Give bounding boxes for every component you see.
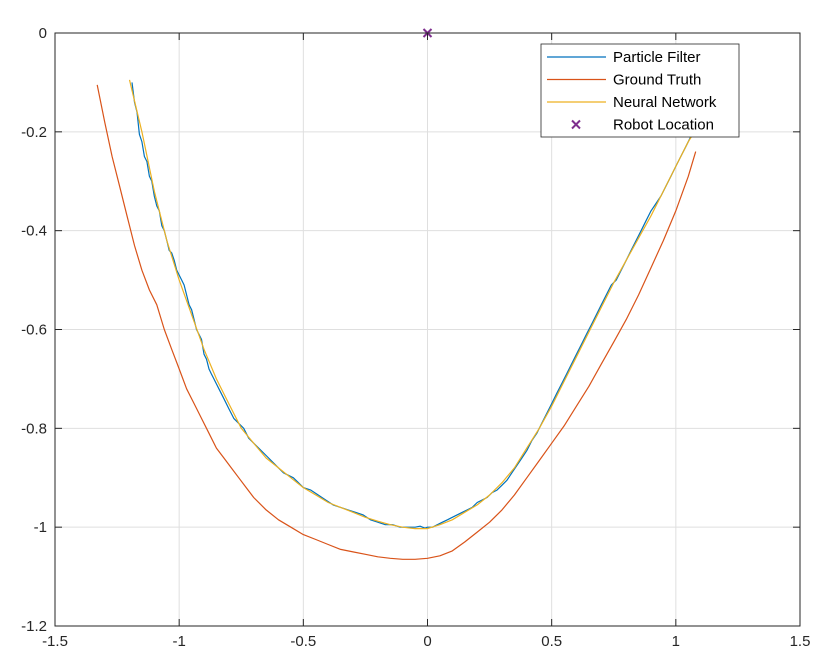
legend-item-ground-truth: Ground Truth bbox=[547, 72, 701, 89]
x-tick-label: 0.5 bbox=[541, 633, 562, 650]
x-tick-labels: -1.5 -1 -0.5 0 0.5 1 1.5 bbox=[42, 633, 810, 650]
plot-area bbox=[96, 28, 702, 560]
ground-truth-line bbox=[96, 84, 697, 560]
y-tick-label: -1 bbox=[34, 519, 47, 536]
x-tick-label: -0.5 bbox=[290, 633, 316, 650]
ticks bbox=[54, 32, 801, 627]
y-tick-label: -0.6 bbox=[21, 322, 47, 339]
legend-label: Ground Truth bbox=[613, 72, 701, 89]
y-tick-label: -0.8 bbox=[21, 420, 47, 437]
neural-network-line bbox=[128, 79, 702, 530]
legend-item-robot-location: Robot Location bbox=[571, 117, 714, 134]
y-tick-label: 0 bbox=[39, 25, 47, 42]
x-tick-label: 1.5 bbox=[790, 633, 811, 650]
legend-swatch bbox=[571, 119, 581, 130]
x-tick-label: -1 bbox=[172, 633, 185, 650]
particle-filter-line bbox=[131, 82, 702, 529]
x-tick-label: 0 bbox=[423, 633, 431, 650]
legend-label: Robot Location bbox=[613, 117, 714, 134]
legend-label: Neural Network bbox=[613, 94, 717, 111]
x-tick-label: -1.5 bbox=[42, 633, 68, 650]
legend-item-particle-filter: Particle Filter bbox=[547, 49, 701, 66]
y-tick-label: -1.2 bbox=[21, 618, 47, 635]
y-tick-labels: 0 -0.2 -0.4 -0.6 -0.8 -1 -1.2 bbox=[21, 25, 47, 635]
x-tick-label: 1 bbox=[672, 633, 680, 650]
legend-item-neural-network: Neural Network bbox=[547, 94, 717, 111]
legend-label: Particle Filter bbox=[613, 49, 701, 66]
y-tick-label: -0.2 bbox=[21, 124, 47, 141]
y-tick-label: -0.4 bbox=[21, 223, 47, 240]
legend: Particle Filter Ground Truth Neural Networ… bbox=[540, 43, 740, 138]
